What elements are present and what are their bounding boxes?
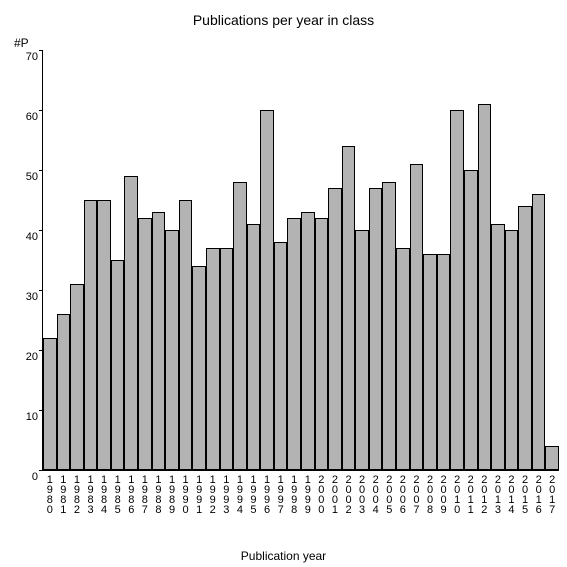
- bar: [369, 188, 383, 470]
- x-tick-label: 2008: [424, 474, 435, 514]
- bar: [355, 230, 369, 470]
- bar: [518, 206, 532, 470]
- bars-group: [43, 50, 559, 470]
- x-tick-label: 2002: [343, 474, 354, 514]
- y-tick-mark: [39, 410, 43, 411]
- bar: [382, 182, 396, 470]
- x-tick-label: 2004: [370, 474, 381, 514]
- x-tick-label: 1982: [71, 474, 82, 514]
- chart-title: Publications per year in class: [0, 12, 567, 28]
- y-tick-label: 10: [26, 411, 43, 423]
- bar: [287, 218, 301, 470]
- x-tick-label: 1988: [152, 474, 163, 514]
- x-tick-label: 1997: [275, 474, 286, 514]
- bar: [423, 254, 437, 470]
- x-tick-label: 2010: [451, 474, 462, 514]
- y-tick-label: 30: [26, 291, 43, 303]
- bar: [179, 200, 193, 470]
- bar: [247, 224, 261, 470]
- bar: [111, 260, 125, 470]
- x-tick-label: 2006: [397, 474, 408, 514]
- x-tick-label: 2001: [329, 474, 340, 514]
- bar: [233, 182, 247, 470]
- bar: [437, 254, 451, 470]
- bar: [220, 248, 234, 470]
- x-tick-label: 1980: [44, 474, 55, 514]
- y-axis-label: #P: [14, 36, 29, 50]
- y-tick-mark: [39, 230, 43, 231]
- bar: [124, 176, 138, 470]
- bar: [491, 224, 505, 470]
- bar: [57, 314, 71, 470]
- y-tick-label: 70: [26, 51, 43, 63]
- x-tick-label: 1981: [57, 474, 68, 514]
- bar: [152, 212, 166, 470]
- x-axis-label: Publication year: [0, 549, 567, 563]
- y-tick-mark: [39, 290, 43, 291]
- y-tick-mark: [39, 470, 43, 471]
- x-tick-label: 1987: [139, 474, 150, 514]
- bar: [505, 230, 519, 470]
- x-tick-label: 2003: [356, 474, 367, 514]
- x-tick-label: 1983: [85, 474, 96, 514]
- y-tick-label: 40: [26, 231, 43, 243]
- x-tick-label: 1989: [166, 474, 177, 514]
- bar: [450, 110, 464, 470]
- y-tick-label: 60: [26, 111, 43, 123]
- x-tick-label: 1994: [234, 474, 245, 514]
- bar: [70, 284, 84, 470]
- bar: [396, 248, 410, 470]
- bar: [138, 218, 152, 470]
- x-tick-label: 2017: [546, 474, 557, 514]
- y-tick-mark: [39, 50, 43, 51]
- y-tick-label: 20: [26, 351, 43, 363]
- x-tick-label: 1990: [180, 474, 191, 514]
- bar: [315, 218, 329, 470]
- x-tick-label: 2011: [465, 474, 476, 514]
- bar: [545, 446, 559, 470]
- bar: [97, 200, 111, 470]
- x-tick-label: 2007: [410, 474, 421, 514]
- x-tick-label: 2015: [519, 474, 530, 514]
- x-tick-label: 1996: [261, 474, 272, 514]
- bar: [464, 170, 478, 470]
- y-tick-mark: [39, 110, 43, 111]
- bar: [342, 146, 356, 470]
- bar: [410, 164, 424, 470]
- y-tick-mark: [39, 350, 43, 351]
- bar: [260, 110, 274, 470]
- x-tick-label: 1995: [247, 474, 258, 514]
- chart-container: Publications per year in class #P 010203…: [0, 0, 567, 567]
- x-tick-label: 1985: [112, 474, 123, 514]
- bar: [328, 188, 342, 470]
- x-tick-label: 1991: [193, 474, 204, 514]
- y-tick-label: 0: [32, 471, 43, 483]
- bar: [165, 230, 179, 470]
- x-tick-label: 1984: [98, 474, 109, 514]
- x-tick-label: 2013: [492, 474, 503, 514]
- x-tick-label: 2016: [533, 474, 544, 514]
- x-tick-label: 1992: [207, 474, 218, 514]
- x-tick-label: 2014: [505, 474, 516, 514]
- x-tick-label: 1998: [288, 474, 299, 514]
- x-tick-label: 2012: [478, 474, 489, 514]
- bar: [478, 104, 492, 470]
- x-tick-label: 2009: [438, 474, 449, 514]
- plot-area: 010203040506070: [42, 50, 559, 471]
- x-tick-label: 1999: [302, 474, 313, 514]
- bar: [206, 248, 220, 470]
- bar: [274, 242, 288, 470]
- bar: [192, 266, 206, 470]
- x-tick-label: 2005: [383, 474, 394, 514]
- bar: [84, 200, 98, 470]
- bar: [301, 212, 315, 470]
- y-tick-mark: [39, 170, 43, 171]
- bar: [43, 338, 57, 470]
- x-tick-label: 2000: [315, 474, 326, 514]
- x-tick-label: 1986: [125, 474, 136, 514]
- y-tick-label: 50: [26, 171, 43, 183]
- x-tick-label: 1993: [220, 474, 231, 514]
- bar: [532, 194, 546, 470]
